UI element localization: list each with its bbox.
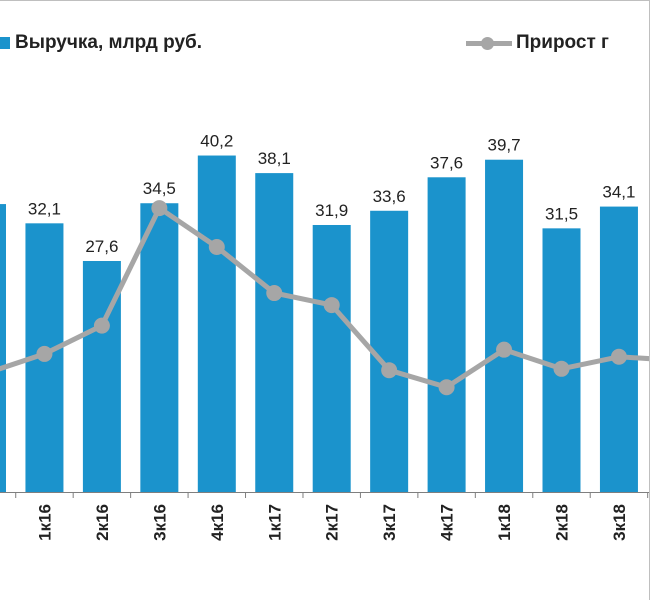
frame-border-top (0, 0, 650, 1)
data-label: 39,7 (488, 136, 521, 155)
line-point (553, 360, 570, 377)
line-point (151, 200, 168, 217)
legend-swatch-bar (0, 37, 10, 49)
x-tick-label: 2к16 (93, 504, 112, 541)
x-tick-label: 3к17 (380, 504, 399, 541)
line-point (381, 362, 398, 379)
x-tick-label: 1к18 (495, 504, 514, 541)
data-label: 33,6 (373, 187, 406, 206)
legend-label-growth: Прирост г (516, 32, 609, 53)
legend-swatch-line (466, 37, 512, 50)
bar (427, 177, 466, 492)
line-point (36, 345, 53, 362)
x-tick-label: 4к17 (438, 504, 457, 541)
data-label: 27,6 (85, 237, 118, 256)
bar (140, 203, 179, 493)
x-tick-label: 1к16 (35, 504, 54, 541)
x-tick-label: 3к18 (610, 504, 629, 541)
line-point (266, 285, 283, 302)
legend-label-revenue: Выручка, млрд руб. (15, 32, 203, 53)
bar (255, 173, 294, 492)
bar (485, 159, 524, 492)
bar (370, 210, 409, 492)
line-point (323, 297, 340, 314)
data-label: 40,2 (200, 132, 233, 151)
legend-item-growth: Прирост г (466, 30, 609, 56)
line-point (208, 239, 225, 256)
data-label: 32,1 (28, 199, 61, 218)
x-tick-label: 2к17 (323, 504, 342, 541)
line-point (438, 379, 455, 396)
bar (542, 228, 581, 492)
data-label: 38,1 (258, 149, 291, 168)
x-tick-label: 1к17 (265, 504, 284, 541)
x-tick-label: 4к16 (208, 504, 227, 541)
x-tick-label: 2к18 (553, 504, 572, 541)
data-label: 34,1 (602, 183, 635, 202)
bar (0, 204, 6, 492)
data-label: 31,5 (545, 204, 578, 223)
line-point (93, 317, 110, 334)
data-label: 37,6 (430, 153, 463, 172)
line-point (496, 341, 513, 358)
x-tick-label: 3к16 (150, 504, 169, 541)
data-label: 31,9 (315, 201, 348, 220)
bar (197, 155, 236, 492)
bar (312, 224, 351, 492)
legend-item-revenue: Выручка, млрд руб. (0, 30, 202, 56)
line-point (610, 348, 627, 365)
data-label: 34,5 (143, 179, 176, 198)
